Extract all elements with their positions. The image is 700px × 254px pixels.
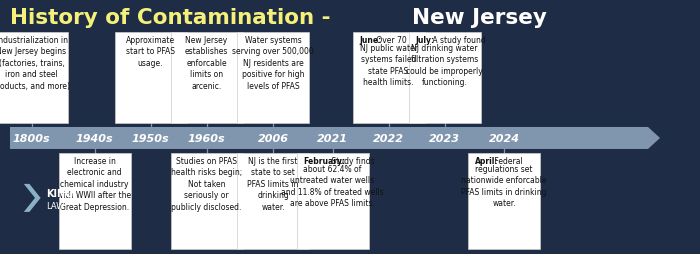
FancyBboxPatch shape — [115, 33, 186, 123]
FancyBboxPatch shape — [237, 153, 309, 249]
Text: 2024: 2024 — [489, 133, 519, 144]
Text: KING: KING — [46, 188, 73, 198]
Text: NJ is the first
state to set
PFAS limits in
drinking
water.: NJ is the first state to set PFAS limits… — [247, 156, 299, 211]
Text: February:: February: — [303, 156, 345, 165]
Text: regulations set
nationwide enforcable
PFAS limits in drinking
water.: regulations set nationwide enforcable PF… — [461, 164, 547, 208]
Text: New Jersey
establishes
enforcable
limits on
arcenic.: New Jersey establishes enforcable limits… — [185, 36, 228, 90]
Text: Water systems
serving over 500,000
NJ residents are
positive for high
levels of : Water systems serving over 500,000 NJ re… — [232, 36, 314, 90]
Text: NJ public water
systems failed
state PFAS
health limits.: NJ public water systems failed state PFA… — [360, 44, 417, 87]
Text: 1950s: 1950s — [132, 133, 169, 144]
FancyBboxPatch shape — [171, 153, 242, 249]
Text: History of Contamination -: History of Contamination - — [10, 8, 338, 28]
Text: 1800s: 1800s — [13, 133, 50, 144]
Text: Study finds: Study finds — [330, 156, 375, 165]
Text: LAW: LAW — [46, 202, 64, 211]
FancyBboxPatch shape — [59, 153, 130, 249]
Text: 2023: 2023 — [429, 133, 460, 144]
FancyBboxPatch shape — [297, 153, 368, 249]
FancyBboxPatch shape — [468, 153, 540, 249]
Text: June:: June: — [359, 36, 382, 45]
Text: New Jersey: New Jersey — [412, 8, 547, 28]
Text: Approximate
start to PFAS
usage.: Approximate start to PFAS usage. — [126, 36, 175, 68]
Text: Federal: Federal — [492, 156, 523, 165]
Text: 2022: 2022 — [373, 133, 404, 144]
Text: 2006: 2006 — [258, 133, 288, 144]
Text: Increase in
electronic and
chemical industry
with WWII after the
Great Depressio: Increase in electronic and chemical indu… — [57, 156, 132, 211]
FancyBboxPatch shape — [0, 33, 67, 123]
Text: about 62.4% of
untreated water wells
and 11.8% of treated wells
are above PFAS l: about 62.4% of untreated water wells and… — [281, 164, 384, 208]
Polygon shape — [24, 184, 41, 212]
Text: July:: July: — [415, 36, 435, 45]
FancyBboxPatch shape — [409, 33, 480, 123]
Text: Studies on PFAS
health risks begin;
Not taken
seriously or
publicly disclosed.: Studies on PFAS health risks begin; Not … — [171, 156, 242, 211]
FancyBboxPatch shape — [353, 33, 424, 123]
Text: April:: April: — [475, 156, 498, 165]
Text: 2021: 2021 — [317, 133, 348, 144]
Text: 1940s: 1940s — [76, 133, 113, 144]
Text: 1960s: 1960s — [188, 133, 225, 144]
Text: NJ drinking water
filtration systems
could be improperly
functioning.: NJ drinking water filtration systems cou… — [406, 44, 483, 87]
FancyBboxPatch shape — [0, 0, 700, 56]
Text: A study found: A study found — [430, 36, 486, 45]
FancyBboxPatch shape — [171, 33, 242, 123]
Text: Industrialization in
New Jersey begins
(factories, trains,
iron and steel
produc: Industrialization in New Jersey begins (… — [0, 36, 71, 90]
FancyBboxPatch shape — [237, 33, 309, 123]
Text: Over 70: Over 70 — [374, 36, 407, 45]
Polygon shape — [10, 128, 660, 149]
